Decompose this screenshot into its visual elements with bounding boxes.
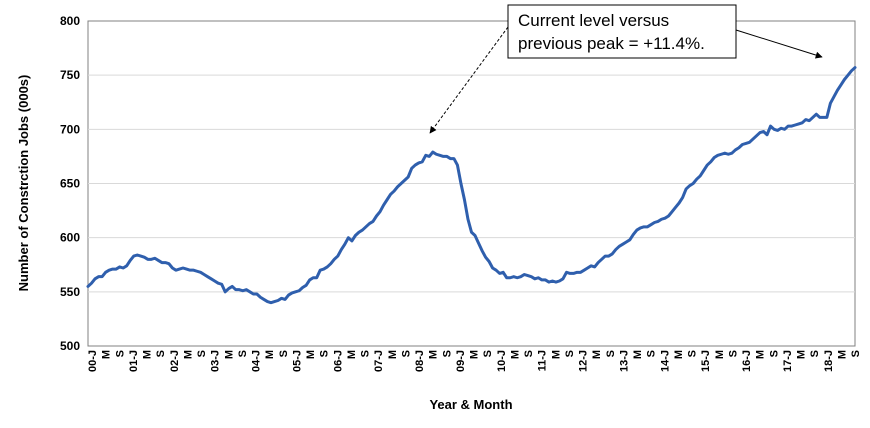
x-tick-label: M [591, 350, 603, 359]
x-tick-label: 08-J [414, 350, 426, 372]
x-tick-label: 11-J [537, 350, 549, 371]
x-tick-label: 14-J [659, 350, 671, 372]
x-tick-label: M [182, 350, 194, 359]
x-tick-label: S [768, 350, 780, 357]
x-tick-label: M [673, 350, 685, 359]
x-tick-label: 01-J [128, 350, 140, 372]
x-tick-label: M [346, 350, 358, 359]
x-tick-label: 10-J [496, 350, 508, 372]
x-tick-label: S [114, 350, 126, 357]
x-tick-label: 04-J [251, 350, 263, 372]
x-tick-label: 17-J [782, 350, 794, 372]
x-tick-label: 05-J [291, 350, 303, 372]
annotation-arrow-to-current [735, 29, 823, 59]
annotation-arrow-to-peak [429, 26, 509, 134]
x-tick-label: S [319, 350, 331, 357]
x-tick-label: S [850, 350, 862, 357]
y-tick-label: 800 [60, 14, 80, 28]
x-tick-label: M [264, 350, 276, 359]
x-tick-label: M [387, 350, 399, 359]
x-tick-label: S [482, 350, 494, 357]
x-tick-label: M [796, 350, 808, 359]
annotation-line-2: previous peak = +11.4%. [518, 34, 705, 53]
x-tick-label: 07-J [373, 350, 385, 372]
x-tick-label: S [237, 350, 249, 357]
y-tick-label: 500 [60, 339, 80, 353]
y-tick-label: 550 [60, 285, 80, 299]
x-tick-label: 15-J [700, 350, 712, 372]
x-tick-label: M [509, 350, 521, 359]
x-tick-label: M [714, 350, 726, 359]
x-tick-label: S [605, 350, 617, 357]
gridlines [88, 74, 855, 293]
x-tick-label: 13-J [618, 350, 630, 372]
x-tick-label: S [441, 350, 453, 357]
y-tick-label: 650 [60, 177, 80, 191]
x-tick-label: M [223, 350, 235, 359]
annotation-callout: Current level versus previous peak = +11… [429, 4, 823, 134]
x-tick-label: 18-J [823, 350, 835, 372]
y-axis-title: Number of Constrction Jobs (000s) [16, 75, 31, 292]
x-tick-labels: 00-J M S 01-J M S 02-J M S 03-J M S 04-J M S 05-J M S 06-J… [87, 350, 862, 372]
x-tick-label: M [836, 350, 848, 359]
x-tick-label: S [564, 350, 576, 357]
x-tick-label: M [755, 350, 767, 359]
x-tick-label: M [142, 350, 154, 359]
x-tick-label: 00-J [87, 350, 99, 372]
series-line [86, 66, 857, 305]
y-tick-label: 600 [60, 231, 80, 245]
x-tick-label: S [809, 350, 821, 357]
x-tick-label: S [687, 350, 699, 357]
y-tick-label: 750 [60, 68, 80, 82]
x-tick-label: M [469, 350, 481, 359]
annotation-box [507, 4, 737, 59]
x-tick-label: 16-J [741, 350, 753, 372]
x-tick-label: M [428, 350, 440, 359]
x-tick-label: S [360, 350, 372, 357]
x-tick-label: M [632, 350, 644, 359]
x-tick-label: S [155, 350, 167, 357]
x-tick-label: S [646, 350, 658, 357]
x-tick-label: M [101, 350, 113, 359]
x-tick-label: S [400, 350, 412, 357]
x-tick-label: S [727, 350, 739, 357]
x-tick-label: 06-J [332, 350, 344, 372]
y-tick-label: 700 [60, 122, 80, 136]
x-tick-label: S [196, 350, 208, 357]
x-tick-label: 03-J [210, 350, 222, 372]
x-tick-label: 12-J [578, 350, 590, 372]
x-tick-label: 09-J [455, 350, 467, 372]
y-tick-labels: 500 550 600 650 700 750 800 [60, 14, 80, 353]
x-axis-title: Year & Month [429, 397, 512, 412]
series-layer [86, 66, 857, 305]
annotation-line-1: Current level versus [518, 11, 669, 30]
x-tick-label: M [305, 350, 317, 359]
x-tick-label: 02-J [169, 350, 181, 372]
x-tick-label: S [278, 350, 290, 357]
x-tick-label: S [523, 350, 535, 357]
x-tick-label: M [550, 350, 562, 359]
